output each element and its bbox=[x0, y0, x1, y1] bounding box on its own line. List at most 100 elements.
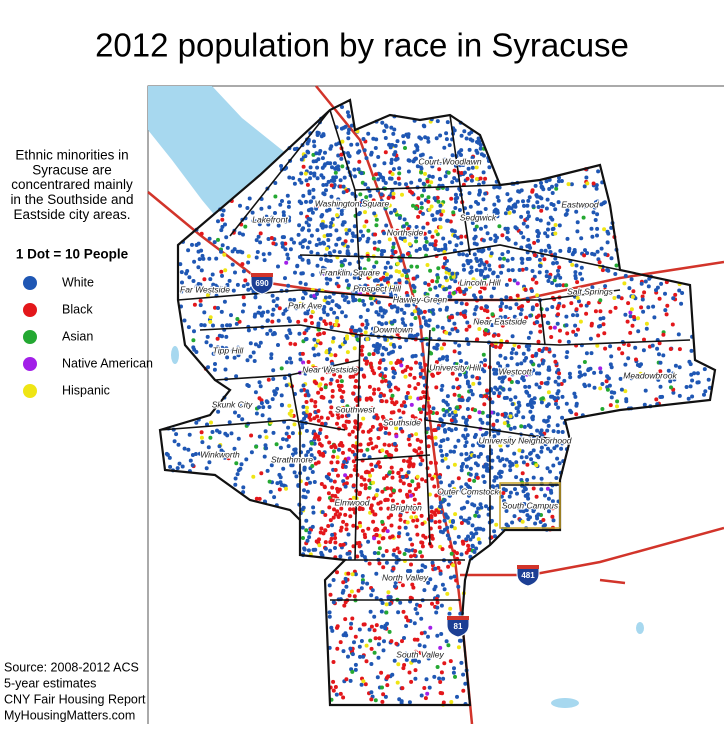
population-dot bbox=[600, 407, 605, 411]
population-dot bbox=[448, 291, 452, 296]
population-dot bbox=[269, 236, 274, 240]
population-dot bbox=[363, 486, 368, 491]
population-dot bbox=[194, 350, 199, 354]
population-dot bbox=[371, 519, 376, 524]
population-dot bbox=[401, 666, 406, 671]
population-dot bbox=[364, 156, 369, 161]
population-dot bbox=[642, 290, 647, 295]
population-dot bbox=[376, 278, 380, 283]
population-dot bbox=[354, 328, 359, 333]
population-dot bbox=[333, 166, 338, 171]
population-dot bbox=[453, 409, 458, 414]
population-dot bbox=[434, 346, 439, 351]
population-dot bbox=[546, 423, 551, 428]
population-dot bbox=[329, 194, 334, 199]
population-dot bbox=[426, 139, 431, 144]
population-dot bbox=[388, 388, 393, 393]
population-dot bbox=[362, 267, 367, 272]
neighborhood-label: Prospect Hill bbox=[353, 283, 402, 293]
population-dot bbox=[453, 444, 458, 449]
population-dot bbox=[433, 566, 438, 571]
population-dot bbox=[534, 280, 539, 285]
population-dot bbox=[419, 310, 424, 315]
population-dot bbox=[418, 603, 422, 608]
population-dot bbox=[440, 453, 445, 458]
population-dot bbox=[438, 571, 443, 576]
population-dot bbox=[178, 262, 183, 267]
population-dot bbox=[245, 206, 250, 210]
population-dot bbox=[502, 256, 506, 261]
population-dot bbox=[284, 437, 289, 442]
population-dot bbox=[413, 607, 418, 611]
population-dot bbox=[503, 226, 508, 231]
population-dot bbox=[481, 197, 486, 202]
population-dot bbox=[299, 388, 304, 393]
population-dot bbox=[539, 428, 544, 433]
population-dot bbox=[652, 315, 657, 320]
population-dot bbox=[332, 183, 337, 187]
population-dot bbox=[392, 208, 397, 213]
shield-label: 481 bbox=[521, 571, 535, 580]
population-dot bbox=[421, 315, 426, 320]
population-dot bbox=[447, 611, 452, 616]
population-dot bbox=[473, 408, 478, 413]
population-dot bbox=[395, 139, 400, 144]
population-dot bbox=[222, 252, 227, 257]
population-dot bbox=[340, 293, 345, 298]
population-dot bbox=[607, 383, 612, 388]
population-dot bbox=[492, 391, 497, 396]
population-dot bbox=[205, 422, 209, 427]
population-dot bbox=[502, 421, 507, 426]
population-dot bbox=[304, 481, 309, 486]
population-dot bbox=[507, 436, 512, 440]
population-dot bbox=[238, 348, 243, 353]
population-dot bbox=[663, 291, 667, 296]
population-dot bbox=[393, 293, 398, 298]
population-dot bbox=[438, 133, 443, 138]
population-dot bbox=[350, 238, 355, 243]
population-dot bbox=[465, 253, 469, 258]
population-dot bbox=[271, 377, 276, 381]
population-dot bbox=[521, 199, 525, 204]
population-dot bbox=[321, 175, 326, 180]
population-dot bbox=[575, 229, 580, 234]
population-dot bbox=[441, 236, 446, 241]
population-dot bbox=[411, 518, 416, 523]
population-dot bbox=[355, 142, 360, 147]
population-dot bbox=[445, 354, 449, 359]
population-dot bbox=[414, 225, 419, 229]
population-dot bbox=[344, 633, 349, 638]
population-dot bbox=[327, 295, 332, 300]
population-dot bbox=[344, 419, 349, 424]
population-dot bbox=[445, 402, 450, 407]
population-dot bbox=[326, 238, 331, 242]
population-dot bbox=[389, 157, 394, 162]
population-dot bbox=[275, 386, 280, 391]
population-dot bbox=[586, 367, 591, 372]
legend-swatch bbox=[23, 276, 37, 290]
population-dot bbox=[462, 505, 467, 510]
population-dot bbox=[232, 247, 237, 252]
population-dot bbox=[313, 404, 318, 409]
population-dot bbox=[643, 279, 648, 284]
population-dot bbox=[492, 367, 496, 372]
population-dot bbox=[288, 297, 293, 302]
population-dot bbox=[626, 356, 631, 361]
population-dot bbox=[269, 352, 274, 357]
population-dot bbox=[395, 332, 400, 337]
population-dot bbox=[509, 351, 514, 355]
population-dot bbox=[376, 247, 380, 252]
population-dot bbox=[470, 174, 475, 179]
population-dot bbox=[372, 536, 377, 541]
population-dot bbox=[563, 212, 568, 217]
population-dot bbox=[450, 488, 455, 493]
population-dot bbox=[548, 215, 553, 220]
population-dot bbox=[566, 182, 571, 187]
population-dot bbox=[550, 184, 554, 189]
population-dot bbox=[381, 290, 386, 294]
population-dot bbox=[384, 223, 389, 228]
population-dot bbox=[476, 136, 481, 141]
population-dot bbox=[412, 621, 417, 626]
population-dot bbox=[443, 243, 448, 247]
population-dot bbox=[564, 323, 569, 328]
